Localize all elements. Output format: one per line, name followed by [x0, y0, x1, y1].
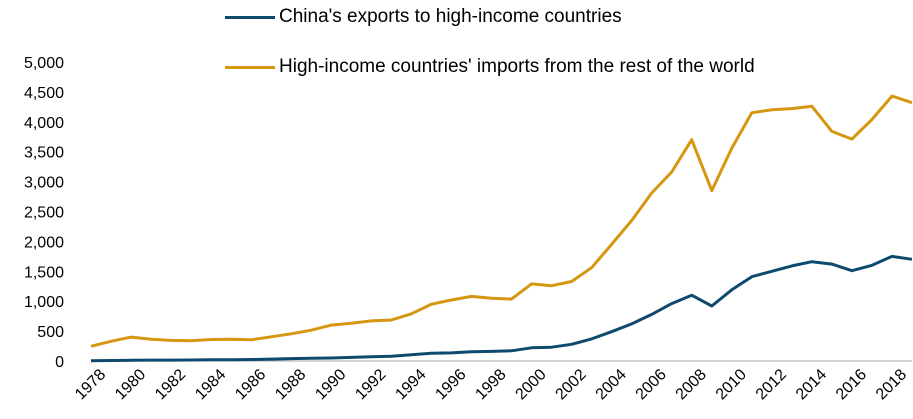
legend-item-china-exports: China's exports to high-income countries	[225, 6, 622, 28]
x-axis: 1978 1980 1982 1984 1986 1988 1990 1992 1994 1996…	[72, 360, 912, 403]
x-tick-label: 2014	[793, 366, 830, 403]
y-tick-label: 1,500	[24, 264, 64, 281]
x-tick-label: 2016	[833, 366, 870, 403]
x-tick-label: 1982	[152, 366, 189, 403]
x-tick-label: 1994	[392, 366, 429, 403]
legend-label-high-income-imports: High-income countries' imports from the …	[279, 56, 755, 77]
x-tick-label: 2012	[753, 366, 790, 403]
x-tick-label: 1978	[72, 366, 109, 403]
x-tick-label: 1984	[192, 366, 229, 403]
x-tick-label: 2010	[713, 366, 750, 403]
x-tick-label: 1986	[232, 366, 269, 403]
series-group	[90, 94, 913, 363]
y-tick-label: 3,000	[24, 175, 64, 192]
series-line-china-exports	[90, 254, 913, 363]
x-tick-label: 2004	[593, 366, 630, 403]
y-tick-label: 4,000	[24, 115, 64, 132]
y-tick-label: 2,500	[24, 205, 64, 222]
legend-swatch-high-income-imports	[225, 65, 275, 69]
x-tick-label: 2008	[673, 366, 710, 403]
x-tick-label: 2018	[873, 366, 910, 403]
y-tick-label: 500	[37, 324, 64, 341]
y-axis: 0 500 1,000 1,500 2,000 2,500 3,000 3,500 4,000 4…	[24, 55, 64, 371]
x-tick-label: 1988	[272, 366, 309, 403]
legend-item-high-income-imports: High-income countries' imports from the …	[225, 56, 755, 78]
x-tick-label: 2006	[633, 366, 670, 403]
y-tick-label: 5,000	[24, 55, 64, 72]
y-tick-label: 2,000	[24, 234, 64, 251]
y-tick-label: 4,500	[24, 85, 64, 102]
x-tick-label: 1998	[472, 366, 509, 403]
x-tick-label: 1990	[312, 366, 349, 403]
y-tick-label: 0	[55, 354, 64, 371]
legend-swatch-china-exports	[225, 15, 275, 19]
x-tick-label: 1992	[352, 366, 389, 403]
y-tick-label: 3,500	[24, 145, 64, 162]
x-tick-label: 1996	[432, 366, 469, 403]
y-tick-label: 1,000	[24, 294, 64, 311]
x-tick-label: 2002	[553, 366, 590, 403]
x-tick-label: 1980	[112, 366, 149, 403]
legend-label-china-exports: China's exports to high-income countries	[279, 6, 622, 27]
series-line-high-income-imports	[90, 94, 913, 348]
x-tick-label: 2000	[513, 366, 550, 403]
